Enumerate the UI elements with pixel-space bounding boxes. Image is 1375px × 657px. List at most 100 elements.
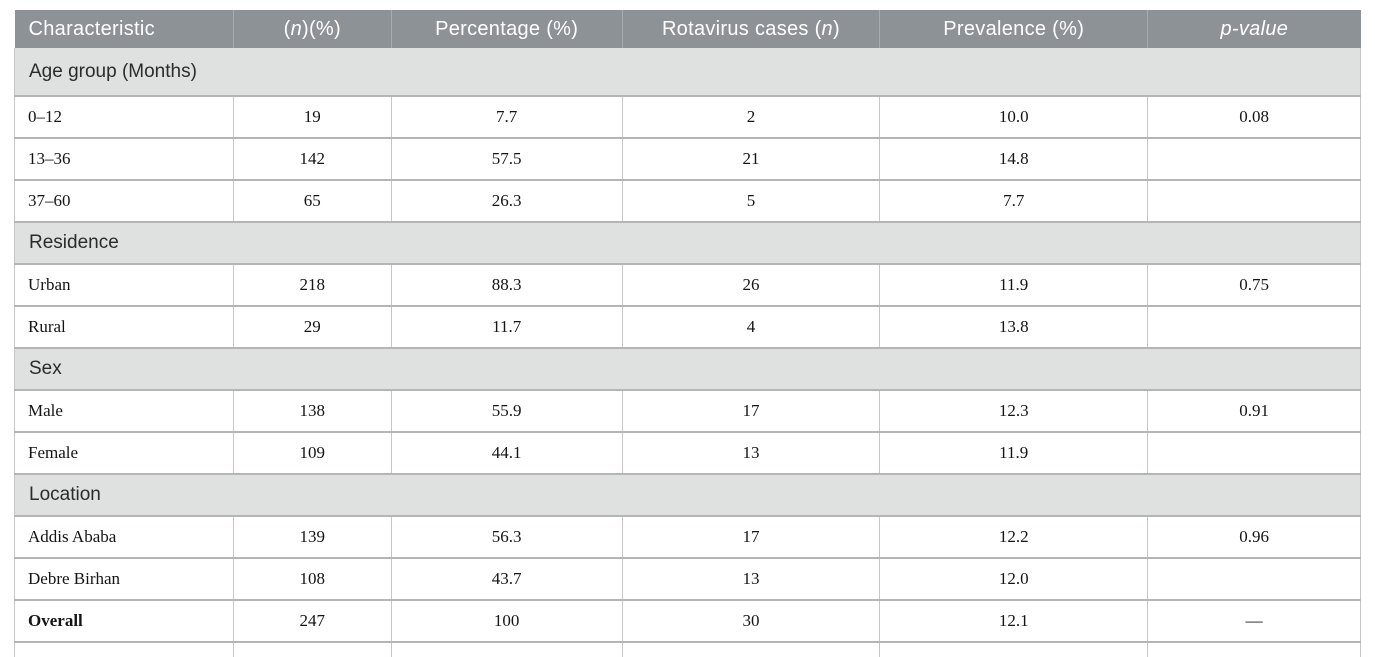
header-text: ) — [832, 17, 840, 40]
header-text: Rotavirus cases ( — [661, 17, 822, 40]
table-cell: 88.3 — [390, 263, 623, 307]
table-cell: 11.9 — [879, 263, 1149, 307]
table-cell: 12.1 — [879, 599, 1149, 643]
table-cell: Overall — [14, 599, 234, 643]
statistics-table-container: Characteristic (n)(%) Percentage (%) Rot… — [14, 10, 1361, 657]
table-row: Urban 218 88.3 26 11.9 0.75 — [14, 263, 1361, 307]
table-cell: 12.0 — [879, 557, 1149, 601]
table-cell: 139 — [232, 515, 392, 559]
table-cell: 21 — [621, 137, 881, 181]
table-cell: 29 — [232, 305, 392, 349]
header-text: ( — [283, 17, 291, 40]
table-cell — [1147, 557, 1361, 601]
column-header-rotavirus-cases: Rotavirus cases (n) — [621, 10, 880, 48]
table-cell: 108 — [232, 557, 392, 601]
table-cell — [232, 641, 392, 657]
table-cell: 13.8 — [879, 305, 1149, 349]
table-cell: 11.9 — [879, 431, 1149, 475]
table-cell: 100 — [390, 599, 623, 643]
table-cell: Addis Ababa — [14, 515, 234, 559]
statistics-table: Characteristic (n)(%) Percentage (%) Rot… — [14, 10, 1361, 657]
table-cell — [390, 641, 623, 657]
table-cell: 7.7 — [390, 95, 623, 139]
table-cell: Debre Birhan — [14, 557, 234, 601]
table-cell — [1147, 179, 1361, 223]
table-cell — [14, 641, 234, 657]
table-cell: 13 — [621, 557, 881, 601]
table-cell: 26.3 — [390, 179, 623, 223]
table-cell: 26 — [621, 263, 881, 307]
table-cell — [879, 641, 1149, 657]
section-row-age-group: Age group (Months) — [14, 48, 1361, 97]
table-cell: 138 — [232, 389, 392, 433]
column-header-prevalence: Prevalence (%) — [879, 10, 1148, 48]
table-cell: 37–60 — [14, 179, 234, 223]
column-header-percentage: Percentage (%) — [390, 10, 623, 48]
table-cell: 55.9 — [390, 389, 623, 433]
table-cell: 7.7 — [879, 179, 1149, 223]
table-cell — [1147, 431, 1361, 475]
section-row-location: Location — [14, 473, 1361, 517]
table-header-row: Characteristic (n)(%) Percentage (%) Rot… — [14, 10, 1361, 48]
table-cell: 0.08 — [1147, 95, 1361, 139]
table-cell: 43.7 — [390, 557, 623, 601]
table-cell: 30 — [621, 599, 881, 643]
table-cell: 142 — [232, 137, 392, 181]
table-row: 37–60 65 26.3 5 7.7 — [14, 179, 1361, 223]
table-row: 0–12 19 7.7 2 10.0 0.08 — [14, 95, 1361, 139]
table-cell: 10.0 — [879, 95, 1149, 139]
header-text: )(%) — [302, 17, 341, 40]
table-row: Debre Birhan 108 43.7 13 12.0 — [14, 557, 1361, 601]
table-cell: Male — [14, 389, 234, 433]
section-title: Location — [14, 473, 1361, 517]
section-row-residence: Residence — [14, 221, 1361, 265]
table-cell: 17 — [621, 515, 881, 559]
table-cell: 19 — [232, 95, 392, 139]
section-title: Sex — [14, 347, 1361, 391]
table-cell: 13–36 — [14, 137, 234, 181]
table-cell: 12.2 — [879, 515, 1149, 559]
table-cell: 0.96 — [1147, 515, 1361, 559]
table-cell: 0.75 — [1147, 263, 1361, 307]
table-cell: 17 — [621, 389, 881, 433]
table-cell: 44.1 — [390, 431, 623, 475]
table-cell — [1147, 641, 1361, 657]
table-cell: 13 — [621, 431, 881, 475]
table-cell — [1147, 305, 1361, 349]
table-cell: 2 — [621, 95, 881, 139]
table-cell: 12.3 — [879, 389, 1149, 433]
table-cell: Female — [14, 431, 234, 475]
table-row: Female 109 44.1 13 11.9 — [14, 431, 1361, 475]
table-row: Male 138 55.9 17 12.3 0.91 — [14, 389, 1361, 433]
table-row: 13–36 142 57.5 21 14.8 — [14, 137, 1361, 181]
column-header-p-value: p-value — [1147, 10, 1361, 48]
table-cell: 14.8 — [879, 137, 1149, 181]
table-cell: — — [1147, 599, 1361, 643]
table-cell: 57.5 — [390, 137, 623, 181]
section-title: Age group (Months) — [14, 48, 1361, 97]
table-row: Addis Ababa 139 56.3 17 12.2 0.96 — [14, 515, 1361, 559]
table-cell: 56.3 — [390, 515, 623, 559]
column-header-n-percent: (n)(%) — [232, 10, 392, 48]
table-cell: 109 — [232, 431, 392, 475]
table-cell: 218 — [232, 263, 392, 307]
table-cell — [621, 641, 881, 657]
table-row-partial-clipped — [14, 641, 1361, 657]
table-cell: 0.91 — [1147, 389, 1361, 433]
table-cell: Urban — [14, 263, 234, 307]
table-cell: 0–12 — [14, 95, 234, 139]
header-text-italic: n — [821, 17, 833, 40]
table-cell: 247 — [232, 599, 392, 643]
table-cell: 5 — [621, 179, 881, 223]
table-cell: 65 — [232, 179, 392, 223]
section-title: Residence — [14, 221, 1361, 265]
table-cell: 11.7 — [390, 305, 623, 349]
table-cell: 4 — [621, 305, 881, 349]
header-text-italic: n — [290, 17, 303, 40]
table-cell — [1147, 137, 1361, 181]
section-row-sex: Sex — [14, 347, 1361, 391]
table-row-overall: Overall 247 100 30 12.1 — — [14, 599, 1361, 643]
table-row: Rural 29 11.7 4 13.8 — [14, 305, 1361, 349]
column-header-characteristic: Characteristic — [14, 10, 234, 48]
table-cell: Rural — [14, 305, 234, 349]
